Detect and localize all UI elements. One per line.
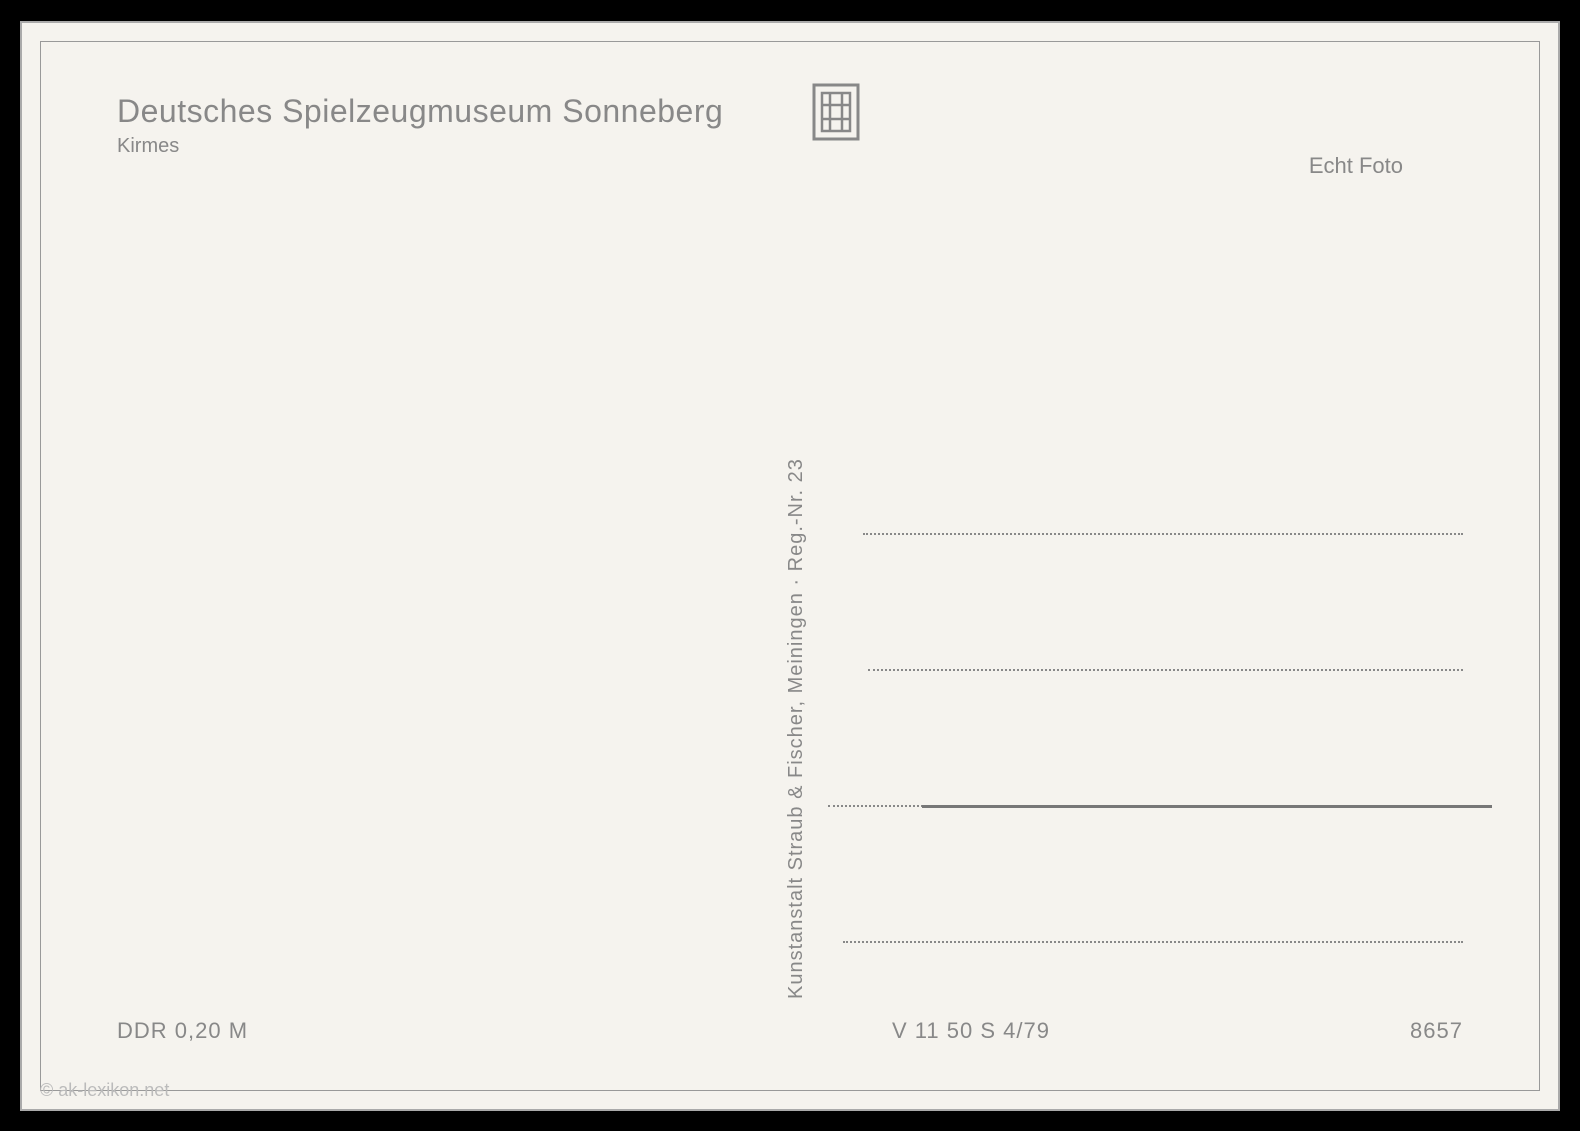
address-line-4 [843,941,1463,943]
postcard-container: Deutsches Spielzeugmuseum Sonneberg Kirm… [20,21,1560,1111]
museum-subtitle: Kirmes [117,135,179,158]
address-line-2 [868,669,1463,671]
watermark-text: © ak-lexikon.net [40,1080,169,1101]
print-code: V 11 50 S 4/79 [892,1018,1050,1044]
price-label: DDR 0,20 M [117,1018,248,1044]
address-line-3-solid [922,805,1492,808]
item-number: 8657 [1410,1018,1463,1044]
photo-type-label: Echt Foto [1309,153,1403,179]
publisher-logo-icon [812,83,860,141]
address-line-1 [863,533,1463,535]
museum-title: Deutsches Spielzeugmuseum Sonneberg [117,93,723,130]
publisher-info: Kunstanstalt Straub & Fischer, Meiningen… [785,458,808,999]
